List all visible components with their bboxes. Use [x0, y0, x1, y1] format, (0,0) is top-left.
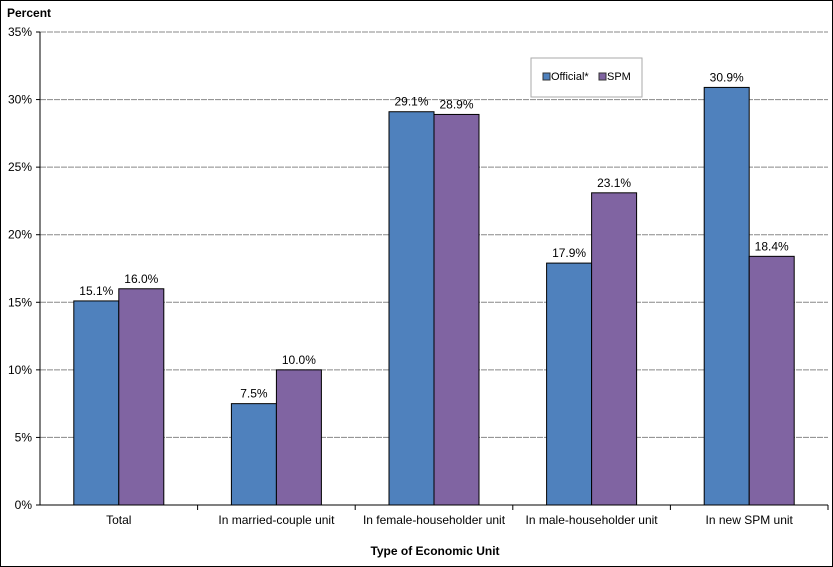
- data-label: 17.9%: [552, 246, 586, 260]
- y-tick-label: 25%: [8, 160, 32, 174]
- x-axis-title: Type of Economic Unit: [370, 544, 499, 558]
- bar-official: [230, 403, 277, 506]
- legend-swatch: [598, 72, 607, 81]
- data-label: 15.1%: [79, 284, 113, 298]
- y-axis-title: Percent: [7, 6, 51, 20]
- legend-label: SPM: [607, 71, 631, 83]
- data-label: 28.9%: [439, 97, 473, 111]
- y-tick-label: 35%: [8, 25, 32, 39]
- y-tick-label: 10%: [8, 363, 32, 377]
- bar-official: [546, 262, 593, 506]
- legend-swatch: [542, 72, 551, 81]
- data-label: 30.9%: [710, 70, 744, 84]
- x-tick-label: In married-couple unit: [218, 513, 335, 527]
- x-tick-label: Total: [106, 513, 131, 527]
- bar-spm: [591, 192, 638, 506]
- legend-label: Official*: [551, 71, 589, 83]
- bar-spm: [748, 255, 795, 506]
- legend: Official* SPM: [530, 57, 643, 98]
- bar-official: [703, 86, 750, 506]
- data-label: 10.0%: [282, 353, 316, 367]
- data-label: 16.0%: [124, 272, 158, 286]
- y-tick-label: 5%: [15, 430, 33, 444]
- bar-spm: [275, 369, 322, 506]
- y-tick-label: 20%: [8, 228, 32, 242]
- y-tick-label: 0%: [15, 498, 33, 512]
- data-label: 29.1%: [394, 95, 428, 109]
- y-tick-label: 30%: [8, 93, 32, 107]
- bar-official: [388, 111, 435, 506]
- data-label: 18.4%: [755, 239, 789, 253]
- data-label: 23.1%: [597, 176, 631, 190]
- x-tick-label: In male-householder unit: [526, 513, 659, 527]
- y-tick-label: 15%: [8, 295, 32, 309]
- x-tick-label: In new SPM unit: [706, 513, 794, 527]
- x-tick-label: In female-householder unit: [363, 513, 506, 527]
- bar-official: [73, 300, 120, 506]
- bar-spm: [118, 288, 165, 506]
- data-label: 7.5%: [240, 387, 268, 401]
- bar-spm: [433, 113, 480, 506]
